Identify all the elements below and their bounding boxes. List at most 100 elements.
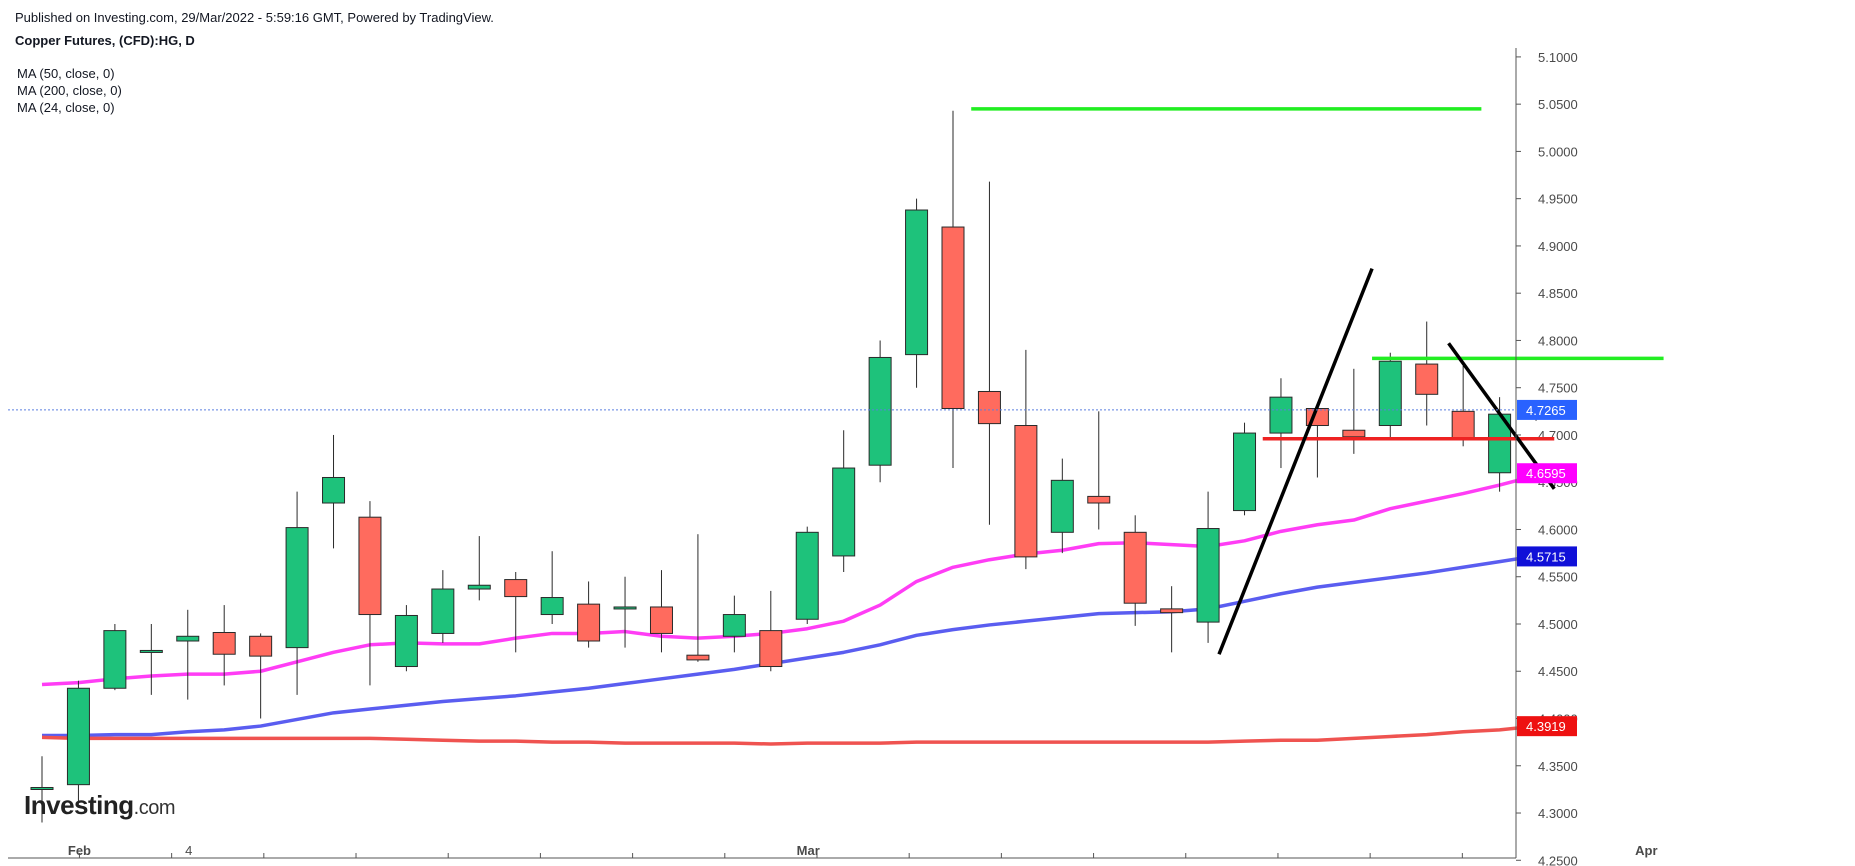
candle (686, 534, 710, 662)
candle-body (686, 654, 710, 661)
y-tick-label: 4.6000 (1538, 522, 1578, 537)
candle (577, 581, 601, 648)
candle-body (467, 584, 491, 590)
indicator-ma24[interactable]: MA (24, close, 0) (17, 100, 115, 115)
candle-body (905, 209, 929, 356)
candle-body (832, 467, 856, 557)
candle (941, 110, 965, 469)
candle-body (249, 635, 273, 657)
candle-body (1087, 495, 1111, 504)
candle (1123, 515, 1147, 626)
candle (977, 181, 1001, 525)
candle-body (394, 614, 418, 668)
indicator-ma200[interactable]: MA (200, close, 0) (17, 83, 122, 98)
y-tick-label: 4.3500 (1538, 759, 1578, 774)
price-badge: 4.3919 (1517, 716, 1577, 737)
price-badge-label: 4.6595 (1526, 466, 1566, 481)
candle (1269, 378, 1293, 469)
price-badges: 4.7265 4.6595 4.5715 4.3919 (1517, 399, 1577, 737)
candle-body (649, 606, 673, 634)
price-badge-bg (1517, 463, 1577, 484)
drawing-annotations (971, 107, 1664, 655)
ma24-line (41, 473, 1537, 687)
y-axis-ticks: 5.1000 5.0500 5.0000 4.9500 4.9000 4.8500 4.80… (1516, 50, 1578, 866)
candle (1451, 365, 1475, 447)
x-label: Apr (1635, 843, 1657, 858)
candle-body (977, 390, 1001, 425)
candle-body (504, 579, 528, 598)
price-badge-bg (1517, 399, 1577, 420)
candle (1342, 368, 1366, 454)
candle-body (795, 531, 819, 620)
candle-body (358, 516, 382, 616)
candle (1014, 349, 1038, 570)
candle (540, 551, 564, 624)
candle-body (1123, 531, 1147, 604)
candle (66, 680, 90, 804)
candle (1160, 586, 1184, 653)
moving-average-lines (41, 473, 1537, 746)
price-badge-label: 4.3919 (1526, 719, 1566, 734)
candle-body (139, 649, 163, 653)
y-tick-label: 4.2500 (1538, 853, 1578, 866)
candle-body (1050, 479, 1074, 533)
candle (285, 491, 309, 695)
candle (212, 605, 236, 686)
chart-axes (8, 48, 1517, 859)
y-tick-label: 5.0500 (1538, 97, 1578, 112)
candle-body (1378, 360, 1402, 427)
candle (1050, 458, 1074, 554)
trend-line (1217, 267, 1374, 655)
candle (431, 570, 455, 643)
candle-body (1342, 429, 1366, 438)
price-badge: 4.7265 (1517, 399, 1577, 420)
candle-body (868, 356, 892, 466)
ma50-line (42, 554, 1537, 738)
candle (1087, 411, 1111, 530)
y-tick-label: 4.5500 (1538, 570, 1578, 585)
y-tick-label: 4.7000 (1538, 428, 1578, 443)
price-badge: 4.6595 (1517, 463, 1577, 484)
candle-body (613, 606, 637, 610)
x-label: Mar (797, 843, 820, 858)
candle-body (1233, 432, 1257, 512)
published-caption: Published on Investing.com, 29/Mar/2022 … (15, 10, 494, 25)
price-badge-bg (1517, 546, 1577, 567)
candle-body (176, 635, 200, 642)
y-tick-label: 4.9500 (1538, 192, 1578, 207)
logo-suffix: .com (133, 797, 176, 819)
y-tick-label: 5.0000 (1538, 144, 1578, 159)
y-tick-label: 4.5000 (1538, 617, 1578, 632)
candle (832, 430, 856, 573)
candle (394, 605, 418, 672)
symbol-title: Copper Futures, (CFD):HG, D (15, 33, 195, 48)
candle (722, 595, 746, 653)
candle (1196, 491, 1220, 643)
candle (358, 501, 382, 686)
chart-header: Published on Investing.com, 29/Mar/2022 … (15, 9, 494, 49)
candle (1378, 352, 1402, 440)
ma200-line (41, 724, 1537, 746)
candle (504, 572, 528, 653)
candle (249, 633, 273, 719)
candle-body (941, 226, 965, 409)
price-badge: 4.5715 (1517, 546, 1577, 567)
candle (30, 756, 54, 823)
candle-body (103, 630, 127, 689)
candle-body (1014, 425, 1038, 558)
y-tick-label: 4.9000 (1538, 239, 1578, 254)
price-badge-label: 4.7265 (1526, 403, 1566, 418)
candle-body (1415, 363, 1439, 395)
candle-body (1196, 528, 1220, 623)
candle-body (1451, 410, 1475, 439)
candle (759, 590, 783, 672)
investing-logo: Investing.com (24, 790, 175, 821)
candle (613, 576, 637, 648)
candle (139, 623, 163, 695)
indicator-ma50[interactable]: MA (50, close, 0) (17, 66, 115, 81)
candle (1305, 403, 1329, 478)
candle-body (1269, 396, 1293, 434)
candle (905, 198, 929, 388)
candle-body (285, 527, 309, 649)
